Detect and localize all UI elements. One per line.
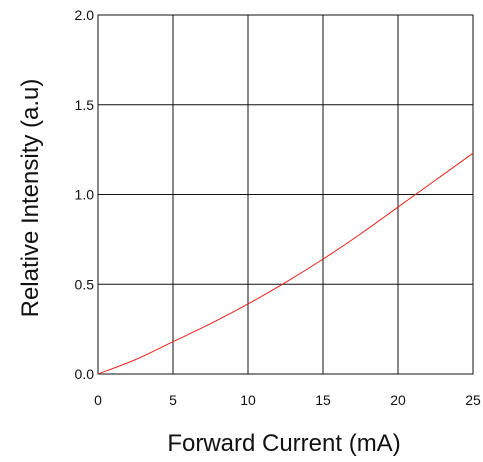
y-tick-label: 1.5 (75, 97, 95, 113)
x-tick-label: 0 (94, 392, 102, 408)
x-axis-label: Forward Current (mA) (167, 430, 400, 457)
y-tick-label: 0.0 (75, 366, 95, 382)
y-axis-label: Relative Intensity (a.u) (17, 79, 44, 318)
x-tick-label: 25 (465, 392, 481, 408)
series-layer (97, 152, 474, 375)
x-tick-labels: 0 5 10 15 20 25 (94, 392, 481, 408)
y-tick-label: 0.5 (75, 276, 95, 292)
y-tick-labels: 0.0 0.5 1.0 1.5 2.0 (75, 7, 95, 382)
x-tick-label: 10 (240, 392, 256, 408)
y-tick-label: 2.0 (75, 7, 95, 23)
series-line (97, 152, 474, 375)
y-tick-label: 1.0 (75, 187, 95, 203)
x-tick-label: 15 (315, 392, 331, 408)
grid (98, 15, 473, 374)
x-tick-label: 20 (390, 392, 406, 408)
x-tick-label: 5 (169, 392, 177, 408)
plot-frame (97, 14, 474, 375)
